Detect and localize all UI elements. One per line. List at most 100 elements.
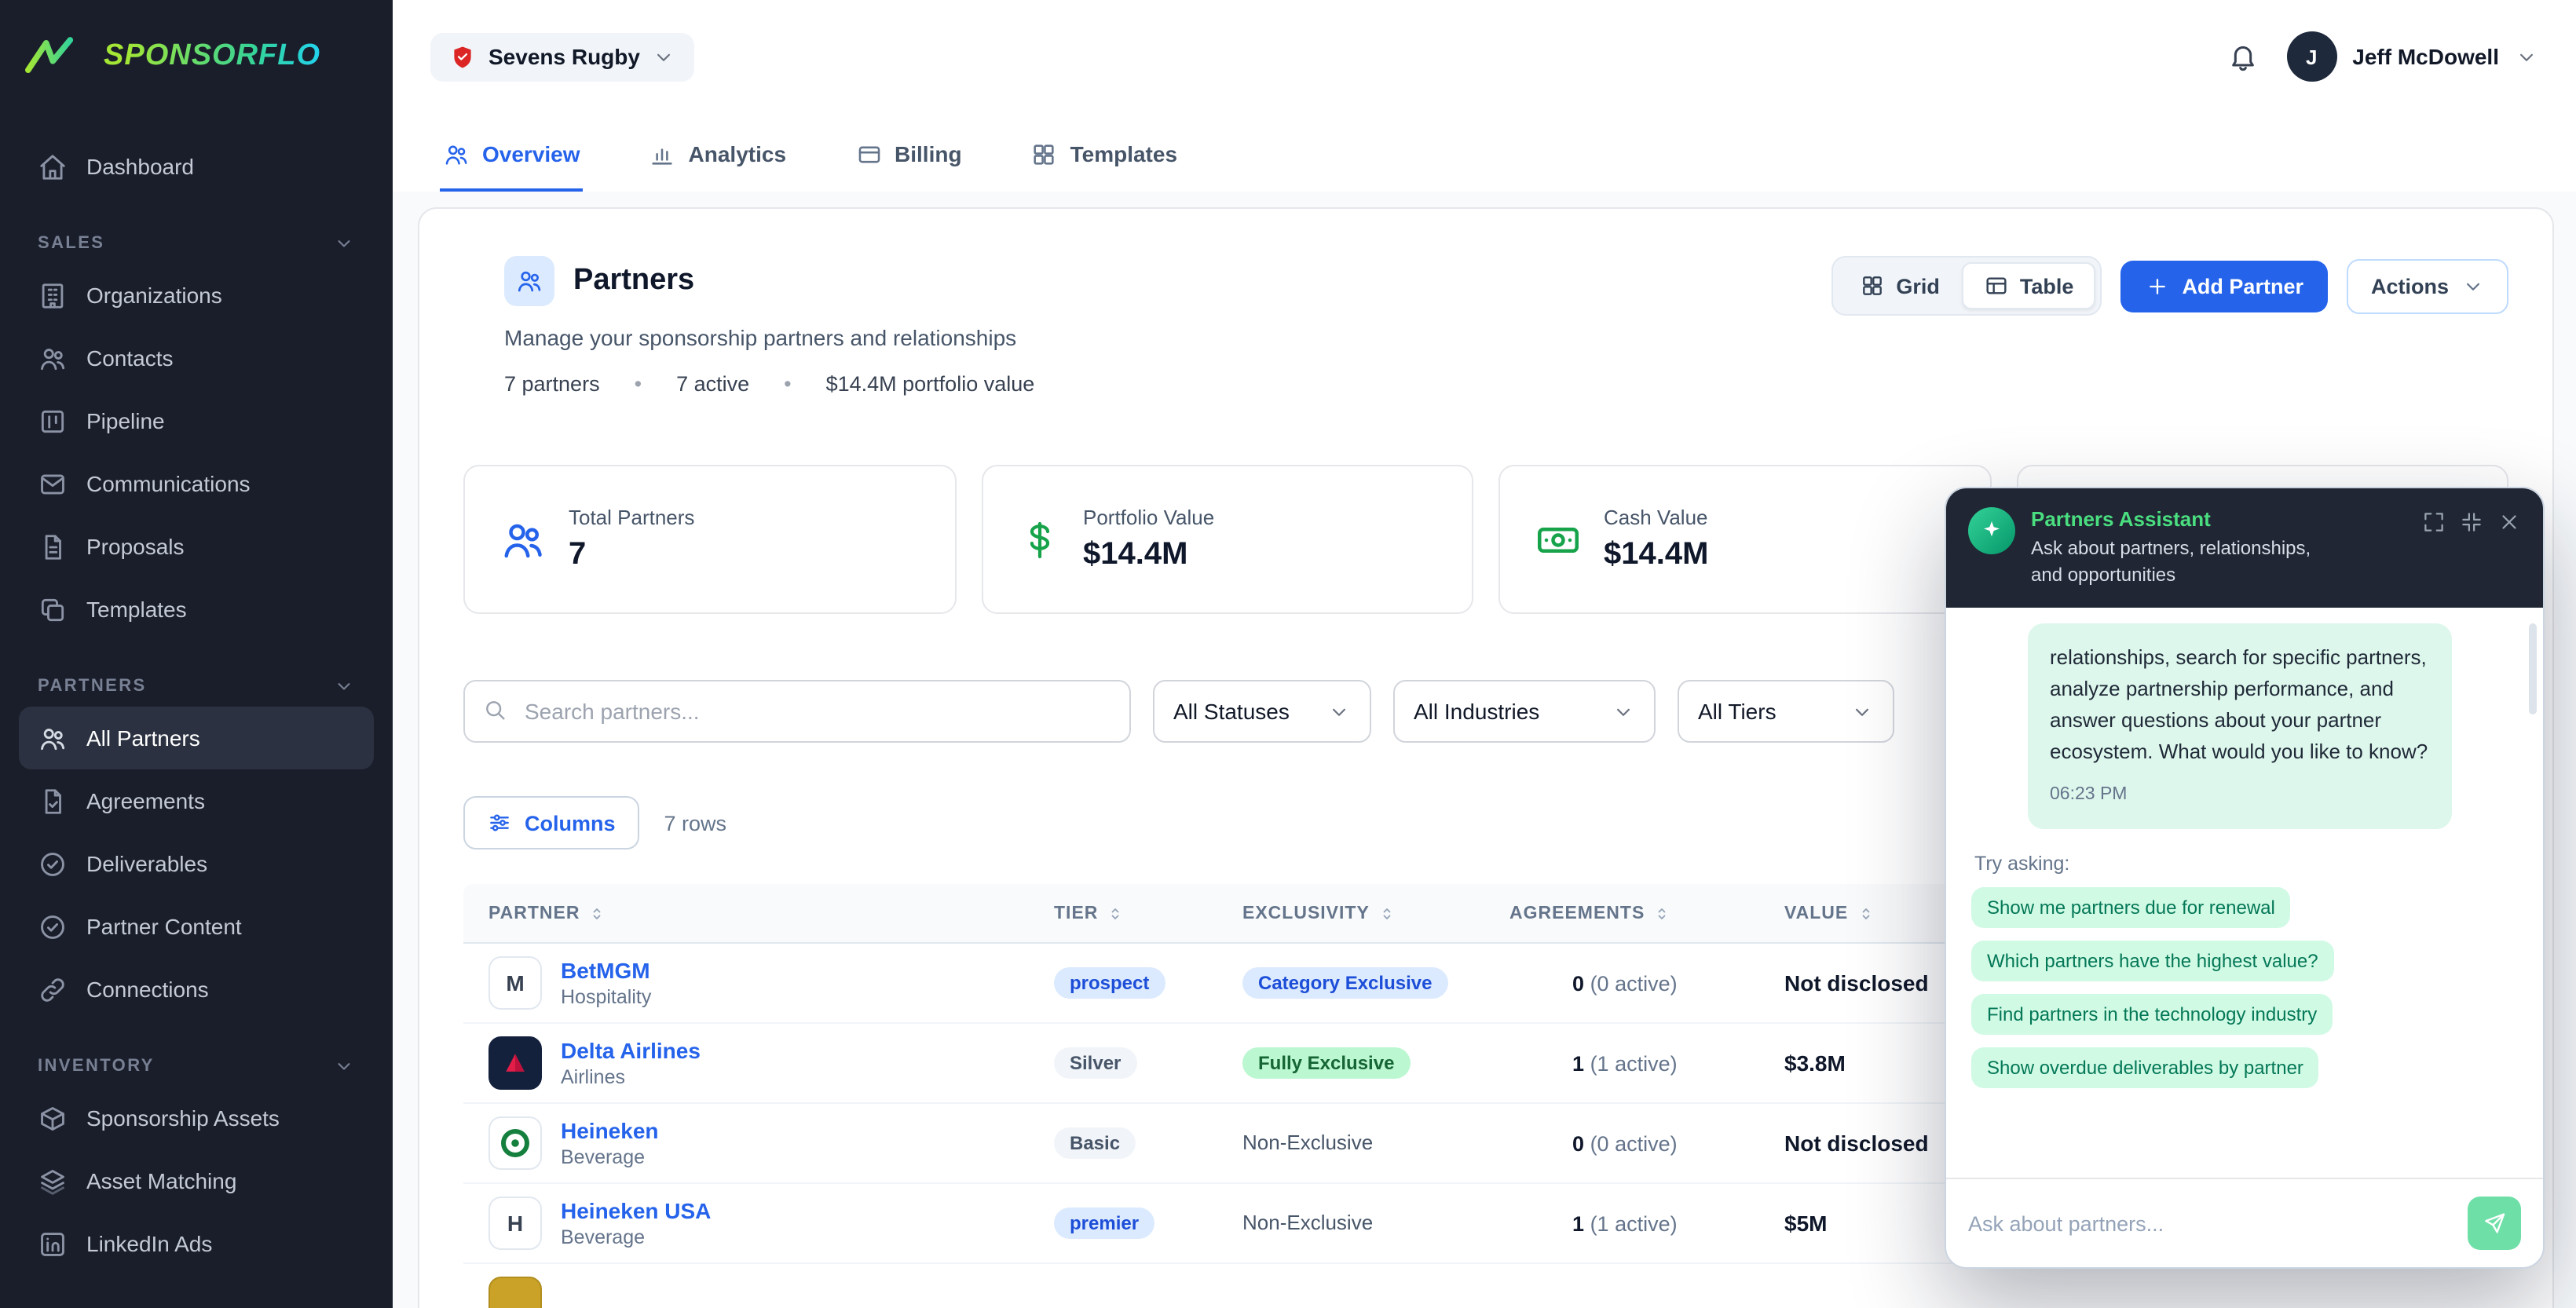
partner-avatar <box>488 1277 542 1308</box>
column-header-exclusivity[interactable]: EXCLUSIVITY <box>1242 904 1509 923</box>
sidebar-section-sales[interactable]: SALES <box>19 232 374 254</box>
send-button[interactable] <box>2468 1197 2521 1250</box>
partner-name-link[interactable]: Heineken USA <box>561 1197 712 1223</box>
layers-icon <box>38 1166 68 1196</box>
table-view-button[interactable]: Table <box>1961 262 2096 309</box>
filters-row: All Statuses All Industries All Tiers <box>463 680 2508 743</box>
user-menu[interactable]: J Jeff McDowell <box>2286 31 2538 82</box>
exclusivity-text: Non-Exclusive <box>1242 1131 1374 1154</box>
sidebar-item-communications[interactable]: Communications <box>19 452 374 515</box>
stat-label: Cash Value <box>1604 506 1708 529</box>
notifications-button[interactable] <box>2227 41 2258 72</box>
tab-templates[interactable]: Templates <box>1028 113 1180 192</box>
stat-card-total-partners: Total Partners 7 <box>463 465 956 614</box>
brand-logo[interactable]: SPONSORFLO <box>0 0 393 113</box>
assistant-message-text: relationships, search for specific partn… <box>2050 645 2428 764</box>
table-controls: Columns 7 rows <box>463 796 2508 849</box>
sidebar-item-sponsorship-assets[interactable]: Sponsorship Assets <box>19 1087 374 1149</box>
partners-header-left: Partners Manage your sponsorship partner… <box>504 256 1034 396</box>
page-subtitle: Manage your sponsorship partners and rel… <box>504 325 1017 350</box>
assistant-input[interactable] <box>1968 1211 2452 1235</box>
chat-scrollbar-thumb[interactable] <box>2529 623 2537 714</box>
tab-billing[interactable]: Billing <box>852 113 965 192</box>
suggestion-chip[interactable]: Show overdue deliverables by partner <box>1971 1047 2319 1088</box>
tab-label: Templates <box>1070 141 1178 166</box>
agreements-detail: (0 active) <box>1590 971 1678 995</box>
column-header-value[interactable]: VALUE <box>1784 904 2483 923</box>
table-row[interactable]: Heineken Beverage Basic Non-Exclusive 0 (… <box>463 1104 2508 1184</box>
sidebar-section-inventory[interactable]: INVENTORY <box>19 1055 374 1077</box>
people-icon <box>499 516 547 563</box>
partner-name-link[interactable]: Heineken <box>561 1117 659 1143</box>
section-label: INVENTORY <box>38 1057 155 1076</box>
actions-button[interactable]: Actions <box>2347 258 2508 313</box>
sidebar-item-deliverables[interactable]: Deliverables <box>19 832 374 895</box>
chevron-down-icon <box>2515 45 2538 68</box>
exclusivity-text: Non-Exclusive <box>1242 1211 1374 1234</box>
team-selector[interactable]: Sevens Rugby <box>430 32 695 81</box>
sidebar-item-pipeline[interactable]: Pipeline <box>19 389 374 452</box>
sidebar-item-asset-matching[interactable]: Asset Matching <box>19 1149 374 1212</box>
assistant-title: Partners Assistant <box>2031 507 2211 531</box>
partner-name-link[interactable]: BetMGM <box>561 957 650 983</box>
partner-name-link[interactable]: Delta Airlines <box>561 1037 701 1063</box>
tab-analytics[interactable]: Analytics <box>646 113 790 192</box>
users-group-icon <box>38 723 68 753</box>
suggestion-chip[interactable]: Which partners have the highest value? <box>1971 940 2334 981</box>
sidebar-item-label: Templates <box>86 597 187 622</box>
sidebar-item-label: Proposals <box>86 534 185 559</box>
sidebar-item-agreements[interactable]: Agreements <box>19 769 374 832</box>
sidebar-item-connections[interactable]: Connections <box>19 958 374 1021</box>
chevron-down-icon <box>1327 700 1351 723</box>
close-icon[interactable] <box>2497 510 2521 534</box>
stat-label: Portfolio Value <box>1083 506 1215 529</box>
sidebar-item-organizations[interactable]: Organizations <box>19 264 374 327</box>
summary-separator: • <box>784 372 792 396</box>
sidebar-item-all-partners[interactable]: All Partners <box>19 707 374 769</box>
expand-icon[interactable] <box>2422 510 2446 534</box>
sidebar-item-contacts[interactable]: Contacts <box>19 327 374 389</box>
partner-avatar: H <box>488 1197 542 1250</box>
sidebar-item-proposals[interactable]: Proposals <box>19 515 374 578</box>
column-header-tier[interactable]: TIER <box>1054 904 1242 923</box>
table-row[interactable]: H Heineken USA Beverage premier Non-Exclu… <box>463 1184 2508 1264</box>
columns-button[interactable]: Columns <box>463 796 639 849</box>
partner-avatar <box>488 1036 542 1090</box>
suggestion-chip[interactable]: Show me partners due for renewal <box>1971 886 2291 928</box>
table-row[interactable]: Delta Airlines Airlines Silver Fully Excl… <box>463 1024 2508 1104</box>
assistant-input-bar <box>1946 1178 2543 1267</box>
status-filter-select[interactable]: All Statuses <box>1153 680 1371 743</box>
table-row[interactable] <box>463 1264 2508 1308</box>
sidebar-item-templates[interactable]: Templates <box>19 578 374 641</box>
search-input[interactable] <box>463 680 1131 743</box>
column-header-partner[interactable]: PARTNER <box>488 904 1054 923</box>
stat-card-portfolio-value: Portfolio Value $14.4M <box>981 465 1473 614</box>
minimize-icon[interactable] <box>2460 510 2483 534</box>
suggestion-chip[interactable]: Find partners in the technology industry <box>1971 993 2333 1035</box>
grid-view-button[interactable]: Grid <box>1838 262 1962 309</box>
sidebar-section-partners[interactable]: PARTNERS <box>19 675 374 697</box>
industry-filter-select[interactable]: All Industries <box>1393 680 1656 743</box>
partner-industry: Airlines <box>561 1066 625 1089</box>
exclusivity-badge: Category Exclusive <box>1242 967 1448 999</box>
sidebar-item-partner-content[interactable]: Partner Content <box>19 895 374 958</box>
tab-overview[interactable]: Overview <box>440 113 584 192</box>
add-partner-button[interactable]: Add Partner <box>2120 260 2329 312</box>
send-icon <box>2482 1211 2507 1236</box>
tier-filter-select[interactable]: All Tiers <box>1678 680 1894 743</box>
column-header-agreements[interactable]: AGREEMENTS <box>1509 904 1784 923</box>
partner-value: $3.8M <box>1784 1050 1846 1076</box>
sidebar-item-linkedin-ads[interactable]: LinkedIn Ads <box>19 1212 374 1275</box>
check-circle-icon <box>38 849 68 879</box>
linkedin-icon <box>38 1229 68 1259</box>
tier-badge: prospect <box>1054 967 1165 999</box>
chevron-down-icon <box>1612 700 1635 723</box>
tab-bar: Overview Analytics Billing Templates <box>393 113 2576 192</box>
agreements-detail: (1 active) <box>1590 1051 1678 1075</box>
topbar: Sevens Rugby J Jeff McDowell <box>393 0 2576 113</box>
agreements-count: 0 <box>1572 1131 1585 1155</box>
table-row[interactable]: M BetMGM Hospitality prospect Category Ex… <box>463 944 2508 1024</box>
section-label: PARTNERS <box>38 677 147 696</box>
sidebar-item-label: Partner Content <box>86 914 242 939</box>
sidebar-item-dashboard[interactable]: Dashboard <box>19 135 374 198</box>
